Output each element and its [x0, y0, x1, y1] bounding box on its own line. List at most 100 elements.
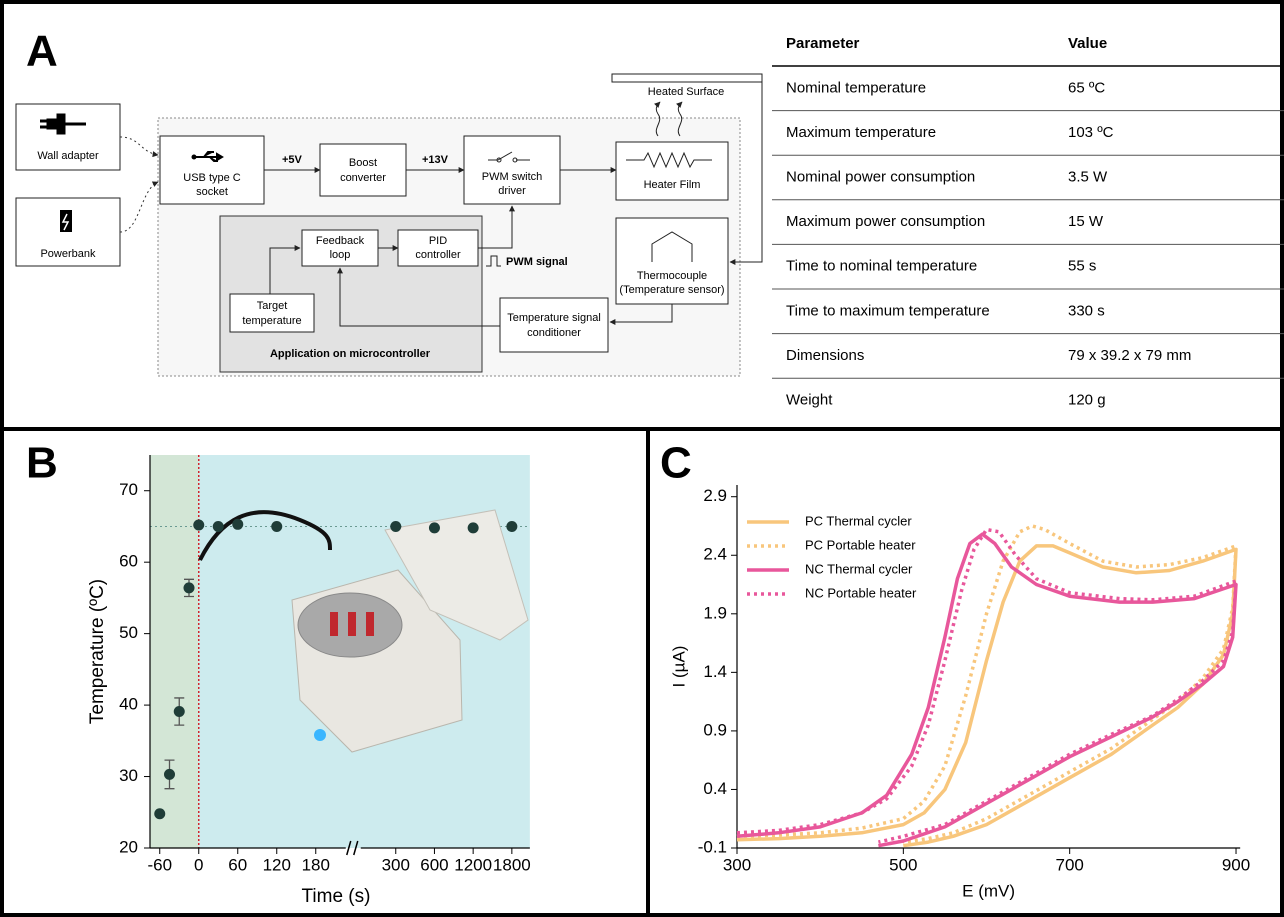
table-cell: 65 ºC [1068, 79, 1105, 96]
table-cell: 79 x 39.2 x 79 mm [1068, 347, 1191, 364]
y-tick-label: 40 [119, 695, 138, 714]
data-point [467, 522, 479, 534]
y-tick-label: 0.9 [703, 720, 727, 739]
plug-icon [40, 113, 86, 135]
x-axis-label: Time (s) [302, 886, 371, 907]
pulse-icon [486, 255, 501, 267]
battery-icon [61, 213, 70, 231]
node-label: PWM switch [482, 171, 543, 183]
x-tick-label: 300 [723, 855, 751, 874]
legend-label: PC Portable heater [805, 537, 916, 552]
node-label: Heated Surface [648, 86, 724, 98]
x-tick-label: 300 [382, 855, 410, 874]
node [159, 135, 265, 205]
table-cell: Nominal temperature [786, 79, 926, 96]
x-tick-label: 60 [228, 855, 247, 874]
y-tick-label: 20 [119, 837, 138, 856]
x-tick-label: 700 [1055, 855, 1083, 874]
series-line [736, 532, 1238, 848]
table-cell: Maximum temperature [786, 124, 936, 141]
connector [729, 82, 763, 265]
connector [609, 304, 673, 325]
data-point [232, 518, 244, 530]
edge-label: +5V [282, 154, 303, 166]
photo-device [330, 612, 338, 636]
y-tick-label: 30 [119, 766, 138, 785]
heat-arrow [654, 101, 661, 137]
table-cell: Dimensions [786, 347, 864, 364]
table-cell: Weight [786, 391, 833, 408]
x-tick-label: 500 [889, 855, 917, 874]
node-label: converter [340, 172, 386, 184]
data-point [193, 519, 205, 531]
node-label: Application on microcontroller [270, 348, 431, 360]
photo-device [366, 612, 374, 636]
x-tick-label: 600 [420, 855, 448, 874]
data-point [390, 520, 402, 532]
data-point [506, 520, 518, 532]
data-point [428, 522, 440, 534]
block-diagram: Wall adapter Powerbank USB type C socket… [15, 73, 763, 377]
x-axis-label: E (mV) [962, 881, 1015, 900]
x-tick-label: 1200 [454, 855, 492, 874]
panel-label: B [26, 439, 58, 488]
table-cell: 15 W [1068, 213, 1104, 230]
node-label: socket [196, 186, 228, 198]
series-line [736, 527, 1238, 844]
x-tick-label: 900 [1222, 855, 1250, 874]
heat-arrow [676, 101, 683, 137]
usb-icon [191, 154, 197, 160]
node [301, 229, 379, 267]
switch-icon [496, 157, 502, 163]
connector [119, 181, 159, 233]
node-label: Heater Film [644, 179, 701, 191]
connector [337, 267, 500, 327]
table-cell: 120 g [1068, 391, 1106, 408]
connector [478, 205, 515, 249]
edge-label: +13V [422, 154, 449, 166]
table-cell: Time to nominal temperature [786, 258, 977, 275]
photo-device [348, 612, 356, 636]
data-point [212, 520, 224, 532]
node-label: Temperature signal [507, 312, 601, 324]
y-tick-label: 1.9 [703, 603, 727, 622]
table-cell: Time to maximum temperature [786, 302, 990, 319]
node [319, 143, 407, 197]
node-label: driver [498, 185, 526, 197]
y-axis-label: Temperature (ºC) [87, 579, 108, 724]
chart: -0.1 0.4 0.9 1.4 1.9 2.4 2.9 300 500 700 900 E (mV)… [669, 485, 1250, 900]
table-cell: 55 s [1068, 258, 1096, 275]
x-tick-label: 0 [194, 855, 203, 874]
data-point [271, 520, 283, 532]
node-label: temperature [242, 315, 301, 327]
node-label: Thermocouple [637, 270, 707, 282]
node-label: Powerbank [40, 248, 96, 260]
table-header: Parameter [786, 35, 860, 52]
y-tick-label: 2.4 [703, 545, 727, 564]
node [615, 141, 729, 201]
heated-surface [611, 73, 763, 83]
y-tick-label: 1.4 [703, 662, 727, 681]
edge-label: PWM signal [506, 256, 568, 268]
data-point [164, 768, 175, 780]
table-cell: 330 s [1068, 302, 1105, 319]
node-label: Wall adapter [37, 150, 99, 162]
node-label: (Temperature sensor) [619, 284, 724, 296]
node [15, 103, 121, 171]
table-header: Value [1068, 35, 1107, 52]
parameter-table: Parameter Value Nominal temperature 65 ºC Ma… [772, 35, 1284, 408]
usb-icon [196, 151, 224, 162]
node-label: Boost [349, 157, 377, 169]
y-tick-label: 0.4 [703, 779, 727, 798]
data-point [154, 808, 166, 820]
legend-label: NC Portable heater [805, 585, 917, 600]
data-point [183, 582, 195, 594]
legend-label: NC Thermal cycler [805, 561, 913, 576]
photo-device [384, 509, 529, 641]
thermocouple-icon [651, 231, 693, 262]
node-label: Feedback [316, 235, 365, 247]
axis-break [346, 840, 359, 856]
photo-led [314, 729, 326, 741]
